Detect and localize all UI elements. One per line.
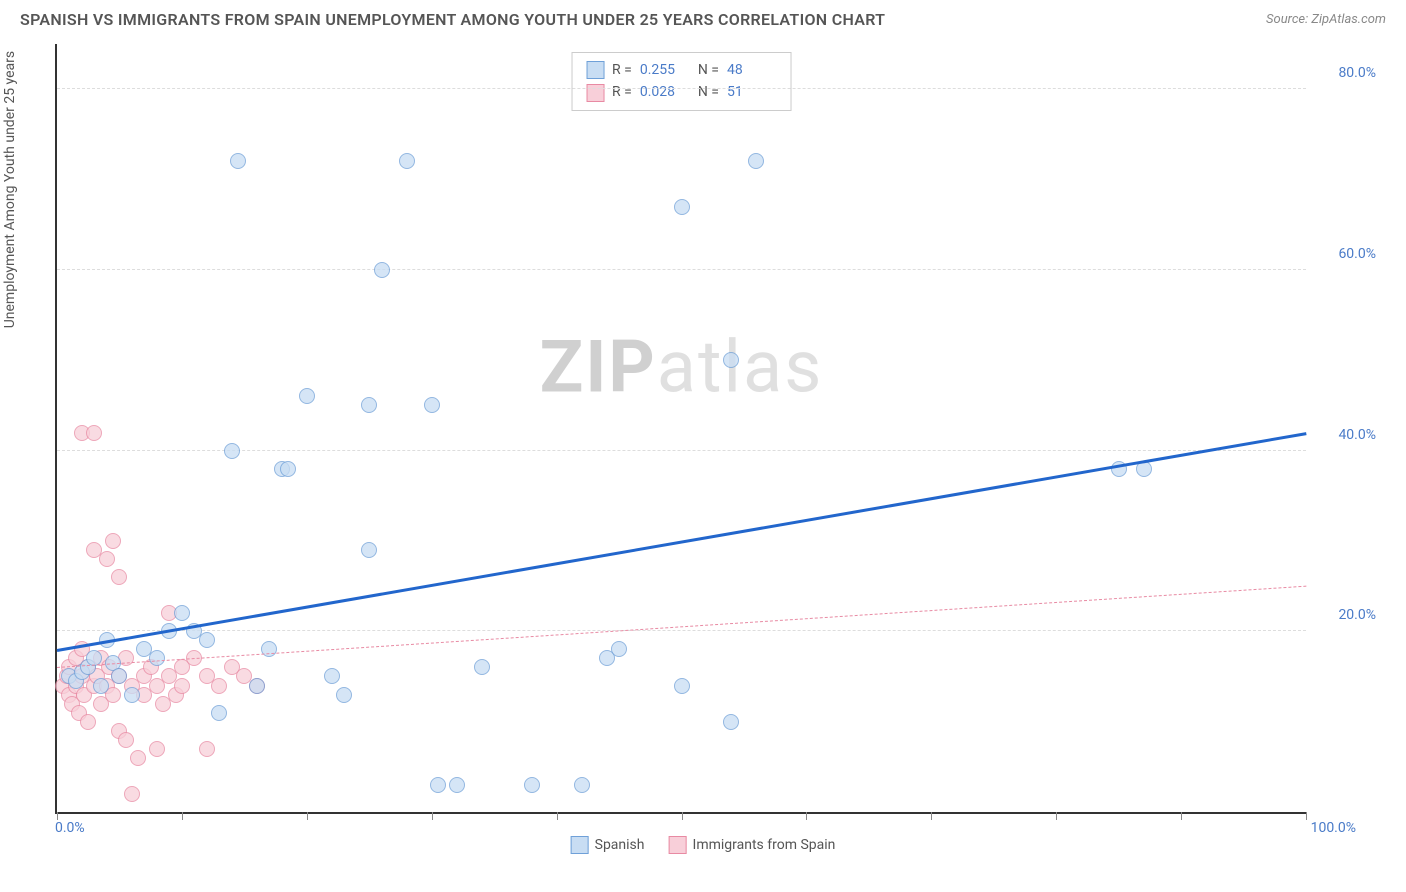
gridline [57, 269, 1306, 270]
data-point [99, 551, 115, 567]
x-tick-label-left: 0.0% [55, 820, 85, 836]
x-tick-label-right: 100.0% [1311, 820, 1356, 836]
x-tick [806, 812, 807, 820]
legend-series: Spanish Immigrants from Spain [571, 836, 836, 854]
data-point [124, 786, 140, 802]
data-point [261, 641, 277, 657]
plot-area: ZIPatlas R =0.255N =48R =0.028N =51 20.0… [55, 44, 1306, 814]
legend-item: Immigrants from Spain [669, 836, 836, 854]
y-tick-label: 40.0% [1338, 427, 1376, 443]
trendline [57, 586, 1306, 668]
data-point [748, 153, 764, 169]
data-point [199, 632, 215, 648]
data-point [574, 777, 590, 793]
watermark: ZIPatlas [540, 324, 824, 409]
data-point [93, 678, 109, 694]
x-tick [931, 812, 932, 820]
x-tick [1056, 812, 1057, 820]
data-point [130, 750, 146, 766]
data-point [80, 714, 96, 730]
stat-r-value: 0.028 [640, 81, 690, 103]
y-tick-label: 80.0% [1338, 65, 1376, 81]
data-point [211, 705, 227, 721]
data-point [674, 678, 690, 694]
chart-container: Unemployment Among Youth under 25 years … [0, 34, 1406, 884]
data-point [174, 605, 190, 621]
data-point [149, 650, 165, 666]
gridline [57, 88, 1306, 89]
legend-swatch [669, 836, 687, 854]
legend-item: Spanish [571, 836, 645, 854]
trendline [57, 433, 1307, 653]
stat-n-value: 48 [727, 59, 777, 81]
chart-header: SPANISH VS IMMIGRANTS FROM SPAIN UNEMPLO… [0, 0, 1406, 34]
watermark-bold: ZIP [540, 324, 657, 409]
data-point [611, 641, 627, 657]
y-tick-label: 60.0% [1338, 246, 1376, 262]
legend-stat-row: R = 0.028 N = 51 [586, 81, 777, 103]
gridline [57, 450, 1306, 451]
chart-title: SPANISH VS IMMIGRANTS FROM SPAIN UNEMPLO… [20, 10, 885, 29]
legend-stats: R = 0.255 N = 48 R = 0.028 N = 51 [571, 52, 792, 111]
x-tick [432, 812, 433, 820]
data-point [86, 425, 102, 441]
data-point [374, 262, 390, 278]
data-point [299, 388, 315, 404]
data-point [224, 443, 240, 459]
stat-n-label: N = [698, 81, 719, 103]
x-tick [182, 812, 183, 820]
data-point [124, 687, 140, 703]
data-point [105, 533, 121, 549]
data-point [111, 569, 127, 585]
data-point [249, 678, 265, 694]
data-point [474, 659, 490, 675]
legend-swatch [586, 84, 604, 102]
legend-stat-row: R = 0.255 N = 48 [586, 59, 777, 81]
data-point [674, 199, 690, 215]
data-point [723, 714, 739, 730]
data-point [723, 352, 739, 368]
data-point [118, 732, 134, 748]
data-point [336, 687, 352, 703]
stat-n-value: 51 [727, 81, 777, 103]
data-point [361, 542, 377, 558]
stat-r-label: R = [612, 81, 632, 103]
data-point [280, 461, 296, 477]
x-tick [57, 812, 58, 820]
data-point [361, 397, 377, 413]
legend-swatch [571, 836, 589, 854]
x-tick [682, 812, 683, 820]
stat-n-label: N = [698, 59, 719, 81]
watermark-light: atlas [657, 324, 824, 409]
legend-label: Immigrants from Spain [693, 837, 836, 853]
data-point [149, 741, 165, 757]
data-point [430, 777, 446, 793]
stat-r-label: R = [612, 59, 632, 81]
data-point [174, 678, 190, 694]
data-point [111, 668, 127, 684]
data-point [211, 678, 227, 694]
x-tick [307, 812, 308, 820]
x-tick [1181, 812, 1182, 820]
data-point [199, 741, 215, 757]
y-axis-label: Unemployment Among Youth under 25 years [2, 51, 18, 328]
legend-swatch [586, 61, 604, 79]
data-point [230, 153, 246, 169]
data-point [399, 153, 415, 169]
x-tick [557, 812, 558, 820]
data-point [449, 777, 465, 793]
data-point [424, 397, 440, 413]
source-attribution: Source: ZipAtlas.com [1266, 12, 1386, 27]
stat-r-value: 0.255 [640, 59, 690, 81]
x-tick [1306, 812, 1307, 820]
data-point [324, 668, 340, 684]
y-tick-label: 20.0% [1338, 607, 1376, 623]
gridline [57, 630, 1306, 631]
legend-label: Spanish [595, 837, 645, 853]
data-point [524, 777, 540, 793]
